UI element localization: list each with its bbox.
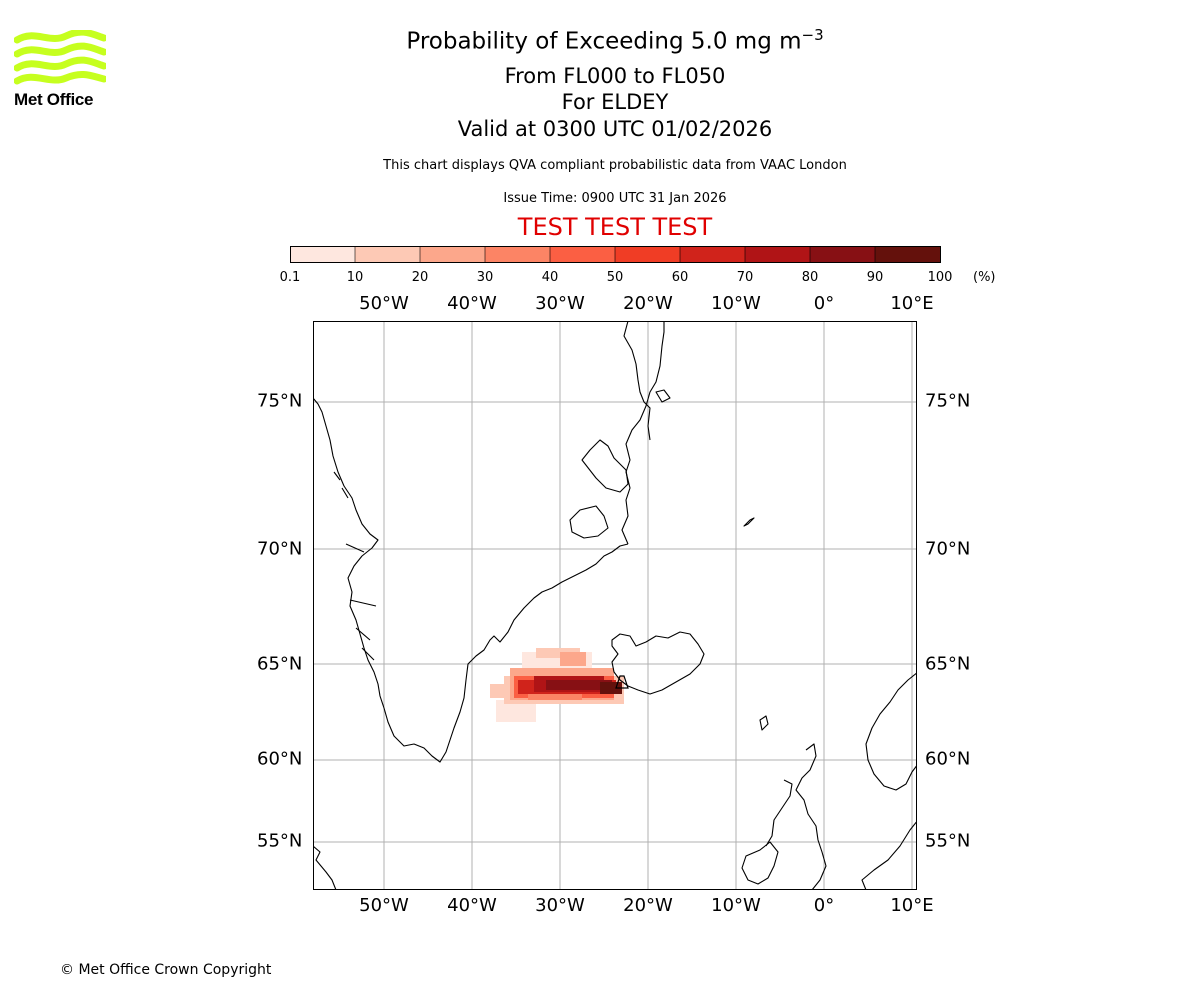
test-banner: TEST TEST TEST <box>517 213 713 241</box>
lon-label-bottom: 10°W <box>711 895 761 916</box>
lon-label-top: 20°W <box>623 293 673 314</box>
colorbar-tick-label: 30 <box>476 270 494 285</box>
lon-label-top: 0° <box>813 293 835 314</box>
graticule <box>313 321 917 890</box>
colorbar-cell <box>745 246 811 263</box>
colorbar-tick-label: 10 <box>346 270 364 285</box>
colorbar <box>290 246 941 263</box>
valid-time: Valid at 0300 UTC 01/02/2026 <box>457 117 773 141</box>
colorbar-tick-label: 70 <box>736 270 754 285</box>
lon-label-bottom: 10°E <box>890 895 934 916</box>
lat-label-left: 70°N <box>257 538 303 560</box>
ash-probability-field <box>490 648 624 722</box>
lon-label-bottom: 0° <box>813 895 835 916</box>
lon-label-top: 40°W <box>447 293 497 314</box>
lat-label-right: 60°N <box>925 748 971 770</box>
lat-label-left: 55°N <box>257 830 303 852</box>
colorbar-tick-label: 20 <box>411 270 429 285</box>
lon-label-top: 30°W <box>535 293 585 314</box>
colorbar-cell <box>290 246 356 263</box>
colorbar-tick-label: 50 <box>606 270 624 285</box>
colorbar-tick-label: 60 <box>671 270 689 285</box>
chart-title: Probability of Exceeding 5.0 mg m−3 <box>406 26 824 55</box>
colorbar-tick-label: 80 <box>801 270 819 285</box>
colorbar-cell <box>810 246 876 263</box>
lon-label-bottom: 50°W <box>359 895 409 916</box>
lon-label-top: 10°E <box>890 293 934 314</box>
colorbar-unit: (%) <box>973 270 996 285</box>
lon-label-top: 10°W <box>711 293 761 314</box>
lat-label-left: 75°N <box>257 390 303 412</box>
colorbar-cell <box>550 246 616 263</box>
colorbar-tick-label: 90 <box>866 270 884 285</box>
lon-label-bottom: 40°W <box>447 895 497 916</box>
map-frame <box>313 321 917 890</box>
lon-label-bottom: 20°W <box>623 895 673 916</box>
lat-label-right: 70°N <box>925 538 971 560</box>
logo-text: Met Office <box>14 90 94 109</box>
map-plot <box>313 321 917 890</box>
colorbar-cell <box>420 246 486 263</box>
lat-label-right: 65°N <box>925 653 971 675</box>
colorbar-tick-label: 100 <box>927 270 953 285</box>
volcano-name: For ELDEY <box>561 90 669 114</box>
colorbar-cell <box>615 246 681 263</box>
met-office-logo <box>14 30 106 85</box>
colorbar-tick-label: 40 <box>541 270 559 285</box>
lon-label-top: 50°W <box>359 293 409 314</box>
volcano-marker-icon <box>615 675 629 689</box>
colorbar-cell <box>355 246 421 263</box>
colorbar-cell <box>875 246 941 263</box>
copyright: © Met Office Crown Copyright <box>60 962 272 978</box>
lon-label-bottom: 30°W <box>535 895 585 916</box>
colorbar-cell <box>680 246 746 263</box>
lat-label-right: 75°N <box>925 390 971 412</box>
lat-label-left: 60°N <box>257 748 303 770</box>
lat-label-right: 55°N <box>925 830 971 852</box>
colorbar-tick-label: 0.1 <box>279 270 301 285</box>
level-range: From FL000 to FL050 <box>504 64 726 88</box>
data-note: This chart displays QVA compliant probab… <box>383 158 847 173</box>
coastlines <box>313 321 917 890</box>
colorbar-cell <box>485 246 551 263</box>
issue-time: Issue Time: 0900 UTC 31 Jan 2026 <box>503 191 727 206</box>
lat-label-left: 65°N <box>257 653 303 675</box>
